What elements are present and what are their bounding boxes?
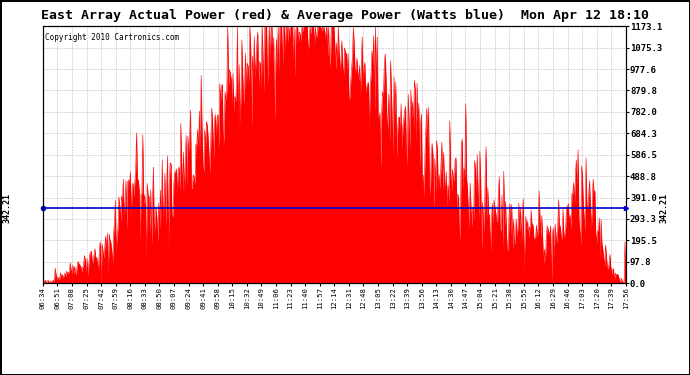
Text: Copyright 2010 Cartronics.com: Copyright 2010 Cartronics.com	[45, 33, 179, 42]
Text: 342.21: 342.21	[659, 193, 668, 223]
Text: 342.21: 342.21	[2, 193, 11, 223]
Text: East Array Actual Power (red) & Average Power (Watts blue)  Mon Apr 12 18:10: East Array Actual Power (red) & Average …	[41, 9, 649, 22]
